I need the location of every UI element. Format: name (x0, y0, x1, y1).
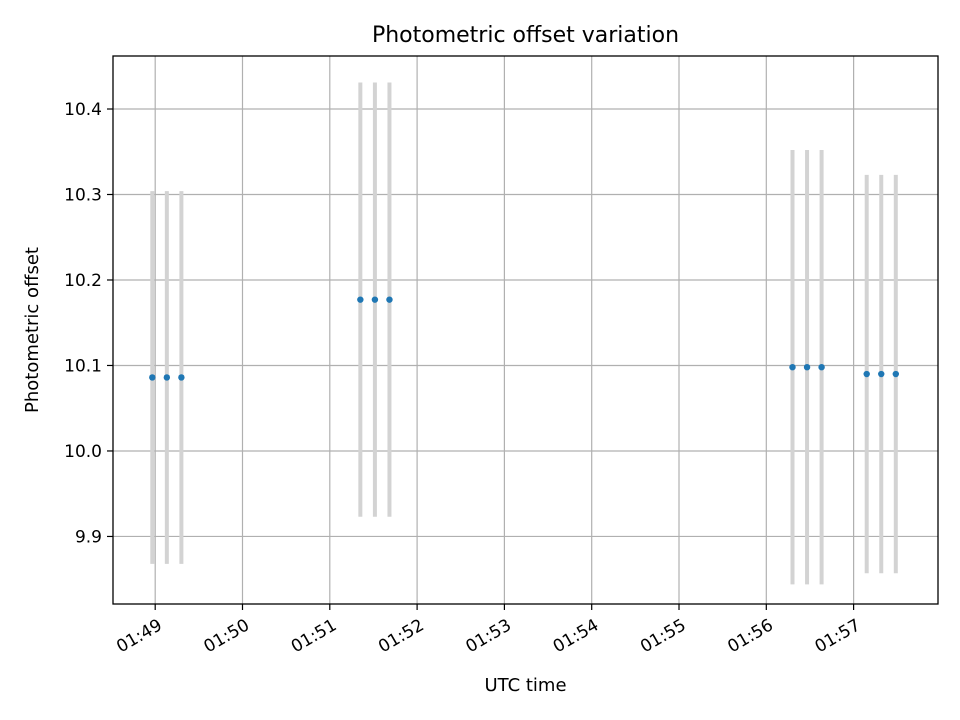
y-tick-label: 10.0 (64, 442, 102, 462)
grid-lines (113, 56, 938, 604)
y-tick-label: 10.4 (64, 100, 102, 120)
chart-title: Photometric offset variation (372, 23, 679, 48)
x-axis-label: UTC time (484, 675, 566, 696)
data-point (863, 370, 870, 378)
data-point (803, 363, 811, 371)
data-point (818, 363, 825, 371)
y-tick-label: 10.1 (64, 356, 102, 376)
y-axis-label: Photometric offset (22, 247, 43, 413)
data-point (163, 374, 171, 381)
data-point (386, 296, 393, 303)
data-points (149, 296, 900, 381)
plot-frame (112, 55, 939, 605)
y-tick-label: 10.2 (64, 271, 102, 291)
data-point (149, 374, 156, 381)
data-point (357, 296, 364, 303)
data-point (178, 374, 185, 381)
data-point (371, 296, 379, 303)
data-point (789, 363, 796, 371)
y-tick-label: 10.3 (64, 185, 102, 205)
y-tick-label: 9.9 (75, 527, 102, 547)
data-point (892, 370, 900, 378)
data-point (878, 370, 885, 378)
